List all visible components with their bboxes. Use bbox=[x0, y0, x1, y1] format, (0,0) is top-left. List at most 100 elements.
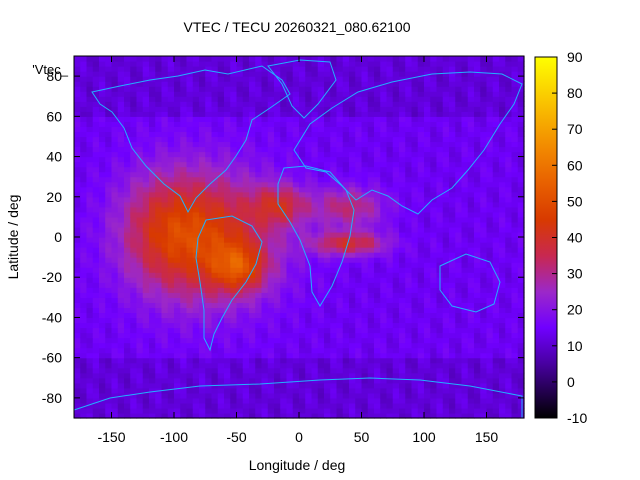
heatmap-cell bbox=[261, 242, 269, 248]
heatmap-cell bbox=[367, 392, 375, 399]
heatmap-cell bbox=[386, 412, 394, 419]
heatmap-cell bbox=[80, 66, 88, 72]
heatmap-cell bbox=[292, 367, 300, 374]
heatmap-cell bbox=[267, 297, 275, 303]
heatmap-cell bbox=[242, 146, 250, 153]
heatmap-cell bbox=[161, 76, 169, 82]
heatmap-cell bbox=[311, 352, 319, 359]
heatmap-cell bbox=[317, 206, 325, 213]
heatmap-cell bbox=[161, 121, 169, 127]
heatmap-cell bbox=[167, 312, 175, 319]
heatmap-cell bbox=[242, 302, 250, 308]
heatmap-cell bbox=[74, 101, 81, 107]
heatmap-cell bbox=[374, 106, 381, 112]
heatmap-cell bbox=[299, 131, 306, 138]
heatmap-cell bbox=[386, 191, 394, 198]
heatmap-cell bbox=[336, 151, 344, 158]
heatmap-cell bbox=[230, 327, 238, 334]
heatmap-cell bbox=[199, 211, 206, 218]
heatmap-cell bbox=[392, 126, 400, 133]
heatmap-cell bbox=[174, 96, 181, 102]
heatmap-cell bbox=[74, 171, 81, 178]
heatmap-cell bbox=[124, 131, 131, 138]
heatmap-cell bbox=[436, 362, 444, 369]
heatmap-cell bbox=[467, 357, 475, 364]
heatmap-cell bbox=[305, 257, 313, 263]
heatmap-cell bbox=[174, 262, 181, 268]
heatmap-cell bbox=[317, 397, 325, 404]
heatmap-cell bbox=[405, 126, 413, 133]
heatmap-cell bbox=[149, 166, 156, 173]
heatmap-cell bbox=[336, 61, 344, 67]
heatmap-cell bbox=[230, 357, 238, 364]
heatmap-cell bbox=[442, 382, 450, 389]
heatmap-cell bbox=[236, 392, 244, 399]
heatmap-cell bbox=[111, 111, 119, 117]
heatmap-cell bbox=[436, 206, 444, 213]
heatmap-cell bbox=[174, 231, 181, 238]
heatmap-cell bbox=[305, 307, 313, 314]
heatmap-cell bbox=[80, 257, 88, 263]
heatmap-cell bbox=[480, 387, 488, 394]
heatmap-cell bbox=[499, 231, 506, 238]
heatmap-cell bbox=[280, 76, 288, 82]
heatmap-cell bbox=[174, 121, 181, 127]
heatmap-cell bbox=[399, 312, 406, 319]
heatmap-cell bbox=[205, 252, 213, 258]
heatmap-cell bbox=[311, 126, 319, 133]
heatmap-cell bbox=[361, 367, 369, 374]
heatmap-cell bbox=[199, 272, 206, 278]
heatmap-cell bbox=[392, 81, 400, 87]
heatmap-cell bbox=[361, 206, 369, 213]
heatmap-cell bbox=[124, 66, 131, 72]
heatmap-cell bbox=[99, 362, 106, 369]
heatmap-cell bbox=[342, 257, 350, 263]
heatmap-cell bbox=[417, 231, 425, 238]
heatmap-cell bbox=[342, 216, 350, 223]
heatmap-cell bbox=[374, 302, 381, 308]
heatmap-cell bbox=[292, 211, 300, 218]
heatmap-cell bbox=[474, 397, 481, 404]
heatmap-cell bbox=[142, 196, 150, 203]
heatmap-cell bbox=[399, 327, 406, 334]
heatmap-cell bbox=[430, 131, 438, 138]
heatmap-cell bbox=[217, 367, 225, 374]
heatmap-cell bbox=[280, 201, 288, 208]
heatmap-cell bbox=[311, 387, 319, 394]
heatmap-cell bbox=[130, 412, 138, 419]
heatmap-cell bbox=[117, 91, 125, 97]
heatmap-cell bbox=[180, 252, 188, 258]
heatmap-cell bbox=[380, 272, 388, 278]
heatmap-cell bbox=[292, 277, 300, 283]
heatmap-cell bbox=[305, 397, 313, 404]
heatmap-cell bbox=[261, 337, 269, 344]
heatmap-cell bbox=[367, 282, 375, 288]
heatmap-cell bbox=[111, 71, 119, 77]
heatmap-cell bbox=[205, 96, 213, 102]
heatmap-cell bbox=[330, 106, 338, 112]
heatmap-cell bbox=[374, 277, 381, 283]
heatmap-cell bbox=[124, 176, 131, 183]
heatmap-cell bbox=[480, 237, 488, 243]
heatmap-cell bbox=[361, 327, 369, 334]
heatmap-cell bbox=[111, 367, 119, 374]
heatmap-cell bbox=[155, 252, 163, 258]
heatmap-cell bbox=[180, 297, 188, 303]
heatmap-cell bbox=[392, 71, 400, 77]
heatmap-cell bbox=[142, 106, 150, 112]
heatmap-cell bbox=[449, 292, 456, 298]
heatmap-cell bbox=[417, 327, 425, 334]
heatmap-cell bbox=[149, 282, 156, 288]
heatmap-cell bbox=[380, 332, 388, 339]
heatmap-cell bbox=[399, 106, 406, 112]
heatmap-cell bbox=[161, 71, 169, 77]
heatmap-cell bbox=[405, 347, 413, 354]
heatmap-cell bbox=[324, 392, 331, 399]
heatmap-cell bbox=[430, 226, 438, 233]
heatmap-cell bbox=[74, 297, 81, 303]
heatmap-cell bbox=[236, 166, 244, 173]
heatmap-cell bbox=[330, 297, 338, 303]
heatmap-cell bbox=[130, 191, 138, 198]
heatmap-cell bbox=[224, 151, 231, 158]
heatmap-cell bbox=[280, 161, 288, 168]
